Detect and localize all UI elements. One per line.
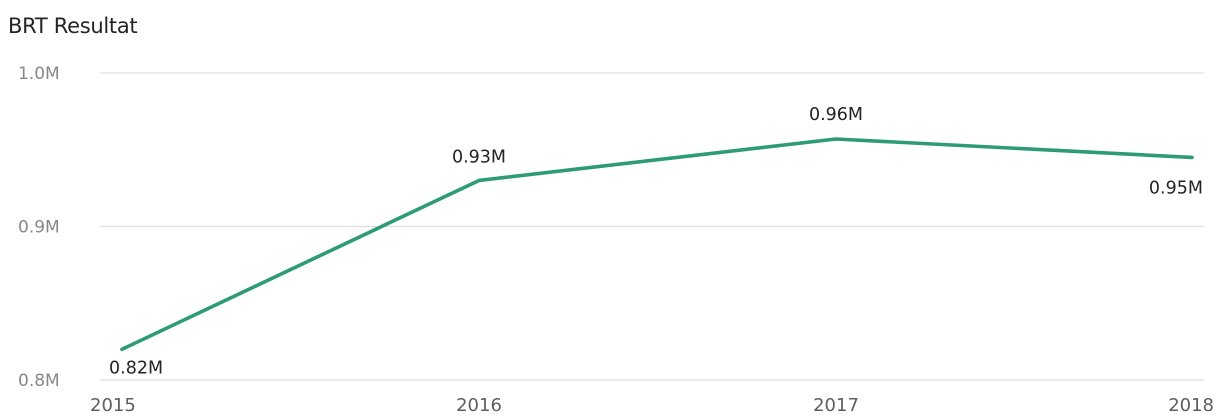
y-tick-label: 0.8M — [18, 371, 60, 391]
x-tick-label: 2016 — [456, 395, 502, 416]
data-labels: 0.82M 0.93M 0.96M 0.95M — [109, 105, 1203, 378]
x-tick-label: 2015 — [90, 395, 136, 416]
series-layer — [120, 137, 1194, 352]
y-tick-label: 1.0M — [18, 64, 60, 84]
data-label: 0.95M — [1149, 178, 1203, 198]
series-line — [120, 137, 1194, 352]
chart-title: BRT Resultat — [8, 14, 138, 38]
y-tick-label: 0.9M — [18, 218, 60, 238]
x-tick-label: 2018 — [1168, 395, 1214, 416]
data-label: 0.82M — [109, 358, 163, 378]
x-axis-ticks: 2015 2016 2017 2018 — [90, 395, 1214, 416]
x-tick-label: 2017 — [813, 395, 859, 416]
data-label: 0.93M — [452, 147, 506, 167]
data-label: 0.96M — [809, 105, 863, 125]
gridlines — [100, 72, 1204, 381]
y-axis-ticks: 0.8M 0.9M 1.0M — [18, 64, 60, 391]
